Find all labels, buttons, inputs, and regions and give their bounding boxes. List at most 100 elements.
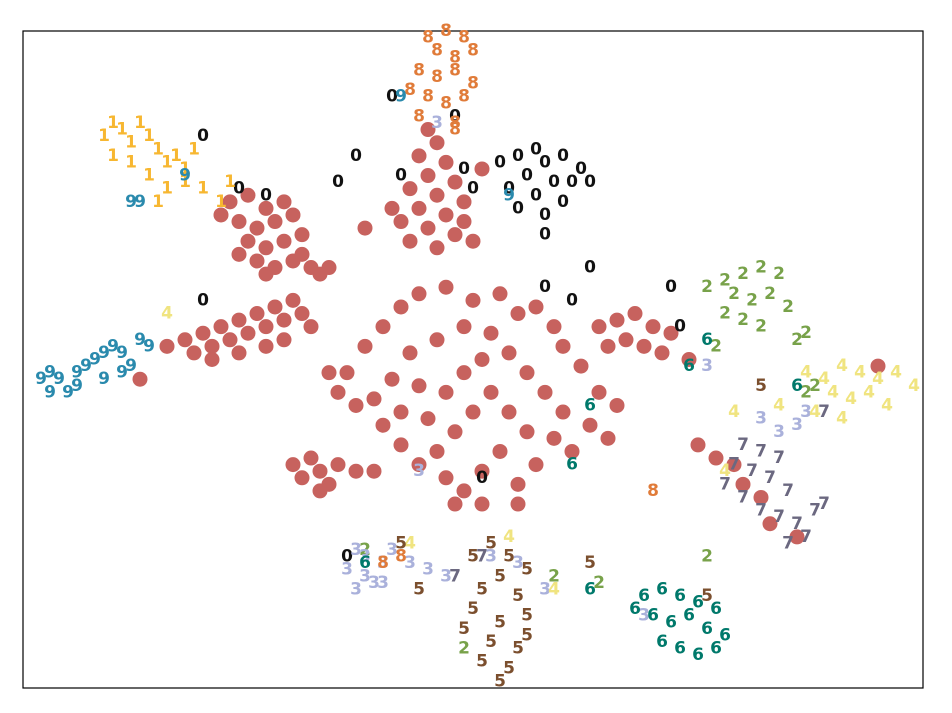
point	[645, 319, 661, 335]
digit-point: 8	[395, 547, 407, 567]
point	[447, 174, 463, 190]
point	[465, 233, 481, 249]
digit-point: 0	[449, 106, 461, 126]
digit-point: 1	[125, 152, 137, 172]
digit-point: 0	[548, 172, 560, 192]
digit-point: 6	[692, 645, 704, 665]
digit-point: 2	[593, 573, 605, 593]
digit-point: 4	[845, 389, 857, 409]
digit-point: 4	[854, 363, 866, 383]
digit-point: 8	[467, 74, 479, 94]
point	[501, 404, 517, 420]
digit-point: 2	[746, 290, 758, 310]
digit-point: 7	[791, 514, 803, 534]
digit-point: 7	[728, 455, 740, 475]
digit-point: 3	[485, 547, 497, 567]
digit-point: 5	[413, 579, 425, 599]
point	[510, 496, 526, 512]
digit-point: 2	[809, 376, 821, 396]
digit-point: 4	[836, 409, 848, 429]
digit-point: 0	[521, 166, 533, 186]
digit-point: 1	[152, 192, 164, 212]
digit-point: 4	[890, 363, 902, 383]
digit-point: 4	[908, 376, 920, 396]
digit-point: 2	[782, 297, 794, 317]
digit-point: 9	[98, 343, 110, 363]
point	[402, 181, 418, 197]
digit-point: 6	[638, 586, 650, 606]
point	[438, 470, 454, 486]
point	[420, 220, 436, 236]
digit-point: 0	[494, 152, 506, 172]
digit-point: 2	[701, 547, 713, 567]
digit-point: 5	[512, 639, 524, 659]
point	[231, 312, 247, 328]
digit-point: 8	[458, 28, 470, 48]
point	[510, 476, 526, 492]
digit-point: 1	[152, 139, 164, 159]
digit-point: 6	[647, 606, 659, 626]
point	[303, 450, 319, 466]
digit-point: 7	[737, 435, 749, 455]
point	[312, 483, 328, 499]
digit-point: 8	[449, 60, 461, 80]
digit-point: 2	[728, 284, 740, 304]
digit-point: 0	[341, 547, 353, 567]
digit-point: 8	[404, 80, 416, 100]
point	[870, 358, 886, 374]
digit-point: 1	[116, 120, 128, 140]
digit-point: 3	[422, 560, 434, 580]
digit-point: 9	[71, 376, 83, 396]
point	[303, 319, 319, 335]
point	[582, 417, 598, 433]
digit-point: 0	[197, 290, 209, 310]
digit-point: 4	[827, 382, 839, 402]
digit-point: 0	[458, 159, 470, 179]
digit-point: 3	[755, 409, 767, 429]
point	[501, 345, 517, 361]
digit-point: 0	[476, 468, 488, 488]
point	[159, 338, 175, 354]
point	[222, 332, 238, 348]
digit-point: 8	[431, 41, 443, 61]
digit-point: 6	[683, 606, 695, 626]
digit-point: 2	[548, 566, 560, 586]
digit-point: 3	[638, 606, 650, 626]
digit-point: 4	[503, 527, 515, 547]
point	[393, 214, 409, 230]
digit-point: 2	[719, 304, 731, 324]
point	[735, 476, 751, 492]
digit-point: 8	[449, 47, 461, 67]
digit-point: 2	[755, 258, 767, 278]
digit-point: 5	[485, 632, 497, 652]
digit-point: 1	[170, 146, 182, 166]
point	[402, 345, 418, 361]
point	[285, 207, 301, 223]
digit-point: 6	[674, 639, 686, 659]
digit-point: 8	[431, 67, 443, 87]
digit-point: 0	[566, 172, 578, 192]
digit-point: 1	[98, 126, 110, 146]
digit-point: 6	[674, 586, 686, 606]
digit-point: 3	[386, 540, 398, 560]
point	[285, 292, 301, 308]
point	[429, 332, 445, 348]
digit-point: 3	[512, 553, 524, 573]
digit-point: 8	[449, 120, 461, 140]
digit-point: 3	[404, 553, 416, 573]
point	[330, 457, 346, 473]
point	[474, 352, 490, 367]
digit-point: 4	[881, 395, 893, 415]
digit-point: 4	[161, 304, 173, 324]
digit-point: 2	[701, 277, 713, 297]
point	[384, 371, 400, 387]
digit-point: 6	[701, 330, 713, 350]
digit-point: 0	[530, 185, 542, 205]
point	[528, 299, 544, 315]
point	[276, 332, 292, 348]
digit-point: 4	[836, 356, 848, 376]
digit-point: 1	[107, 146, 119, 166]
digit-point: 2	[737, 310, 749, 330]
digit-point: 3	[413, 461, 425, 481]
